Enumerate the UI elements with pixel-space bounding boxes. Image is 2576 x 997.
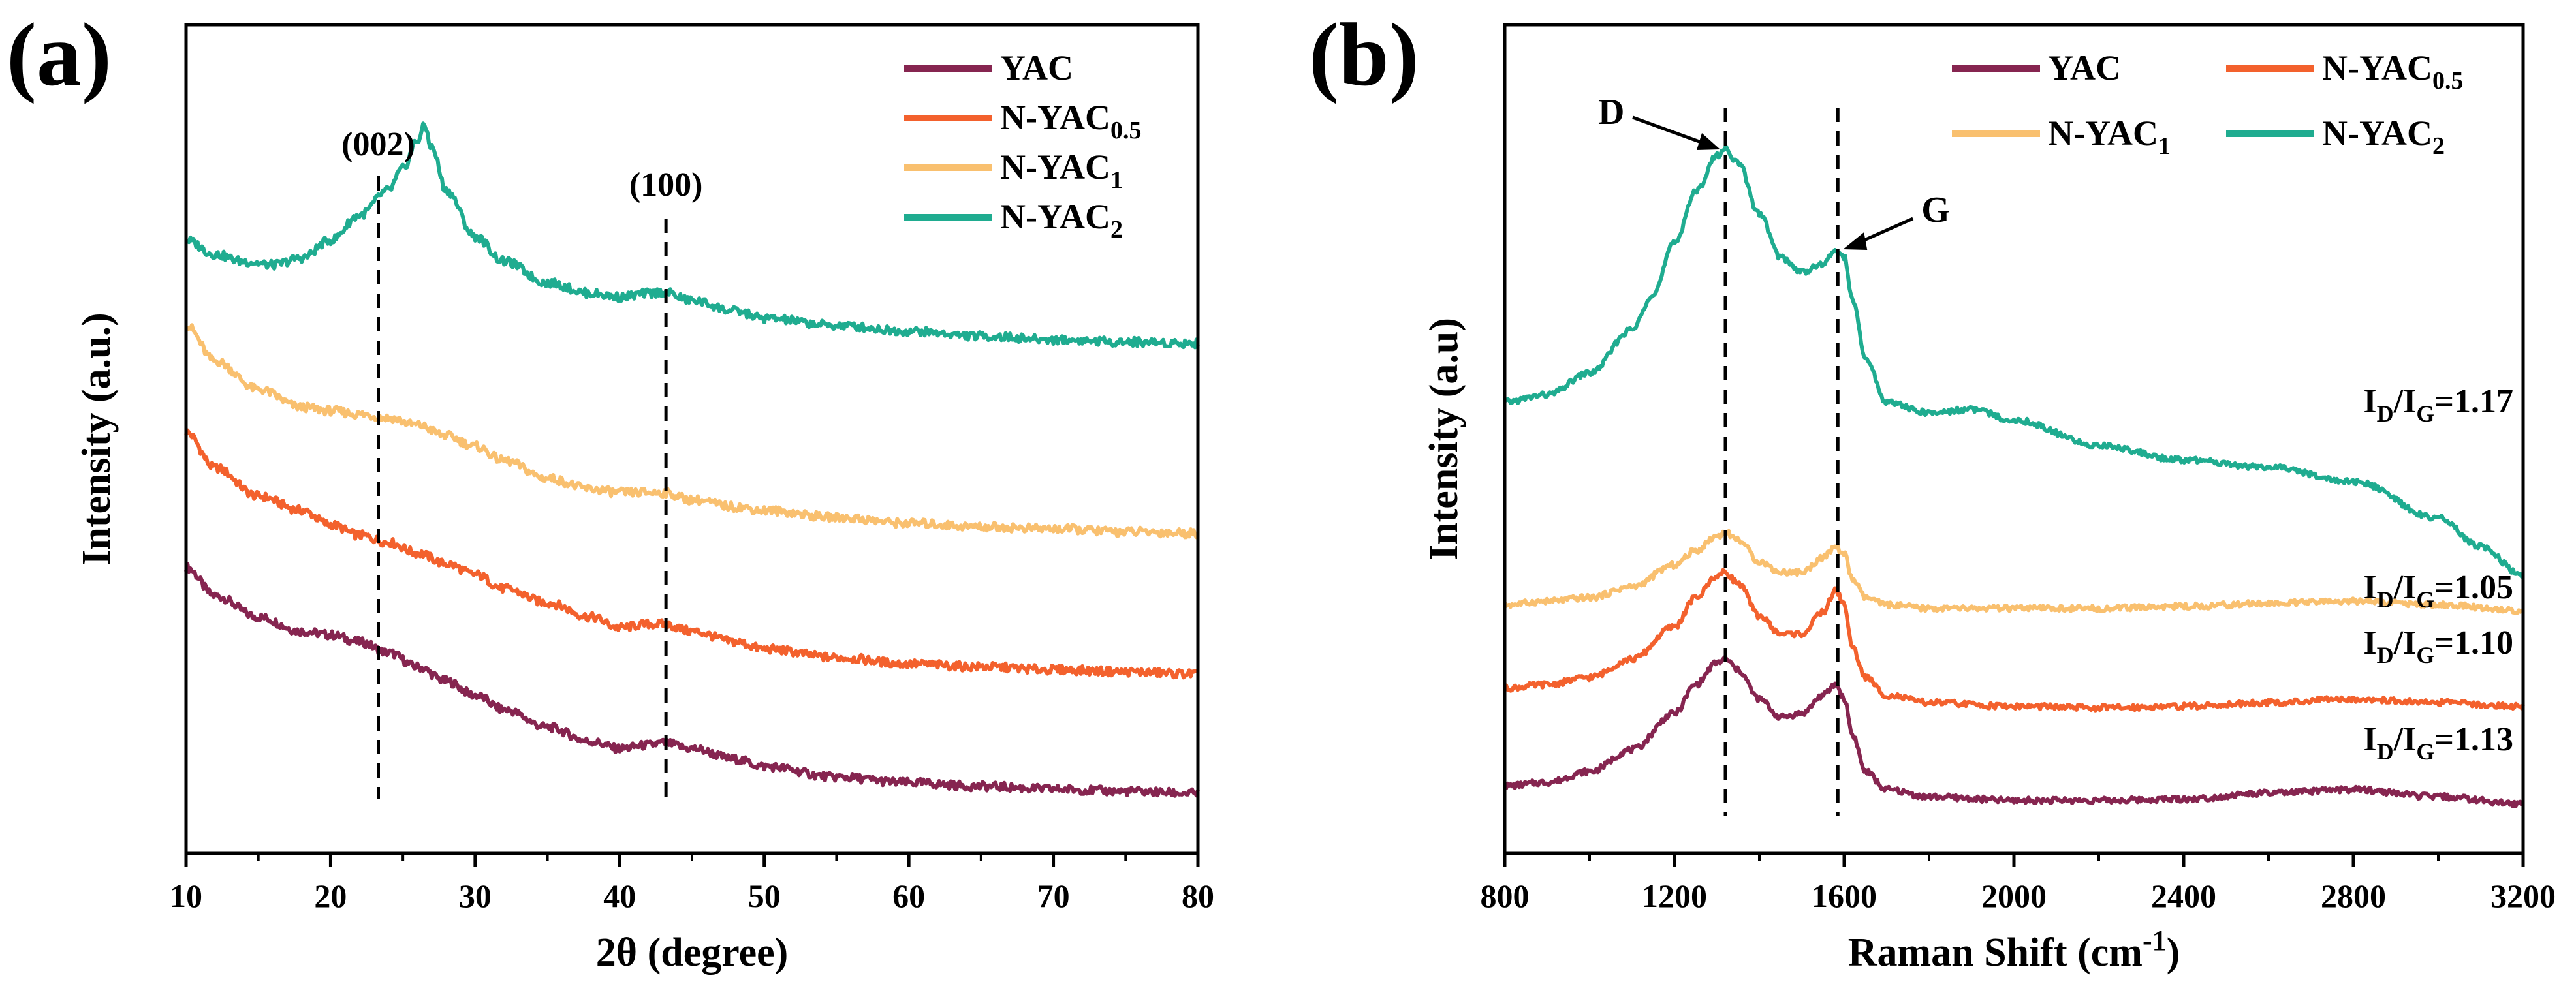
x-tick-label-70: 70 xyxy=(1037,878,1070,914)
y-axis-label-b: Intensity (a.u) xyxy=(1422,318,1466,560)
legend-label-n-yac2: N-YAC2 xyxy=(2322,114,2445,160)
series-line-n-yac0-5 xyxy=(184,428,1199,680)
peak-label-002: (002) xyxy=(341,126,415,163)
series-line-yac xyxy=(1504,655,2524,808)
arrowhead-d xyxy=(1697,133,1720,150)
legend-label-n-yac0-5: N-YAC0.5 xyxy=(1000,98,1142,144)
ratio-label-n-yac2: ID/IG=1.17 xyxy=(2363,383,2513,427)
x-axis-label-a: 2θ (degree) xyxy=(596,930,789,975)
x-tick-label-20: 20 xyxy=(314,878,347,914)
x-tick-label-1600: 1600 xyxy=(1812,878,1877,914)
series-layer-b xyxy=(1503,144,2525,808)
x-tick-label-50: 50 xyxy=(748,878,781,914)
legend-label-yac: YAC xyxy=(1000,48,1073,87)
chart-panel-b: 800 1200 1600 2000 2400 2800 3200 DG YAC N-YAC0… xyxy=(1422,23,2556,975)
legend-b: YAC N-YAC0.5 N-YAC1 N-YAC2 xyxy=(1952,48,2464,160)
annotations-b: DG xyxy=(1598,92,1950,816)
legend-label-n-yac2: N-YAC2 xyxy=(1000,197,1123,243)
legend-label-n-yac0-5: N-YAC0.5 xyxy=(2322,48,2464,95)
series-line-n-yac0-5 xyxy=(1503,568,2525,713)
x-ticks-a: 10 20 30 40 50 60 70 80 xyxy=(170,853,1214,914)
legend-label-n-yac1: N-YAC1 xyxy=(2048,114,2171,160)
ratio-labels-b: ID/IG=1.17 ID/IG=1.05 ID/IG=1.10 ID/IG=1.13 xyxy=(2363,383,2513,765)
x-tick-label-1200: 1200 xyxy=(1642,878,1707,914)
series-line-n-yac2 xyxy=(185,121,1200,350)
x-tick-label-80: 80 xyxy=(1182,878,1214,914)
x-tick-label-10: 10 xyxy=(170,878,202,914)
series-line-n-yac2 xyxy=(1504,144,2524,579)
x-tick-label-800: 800 xyxy=(1481,878,1530,914)
x-tick-label-40: 40 xyxy=(603,878,636,914)
x-tick-label-30: 30 xyxy=(459,878,492,914)
panel-label-b: (b) xyxy=(1309,5,1419,104)
peak-label-100: (100) xyxy=(629,166,703,204)
annotations-a: (002) (100) xyxy=(341,126,702,799)
series-line-n-yac1 xyxy=(1503,529,2524,615)
series-layer-a xyxy=(184,121,1200,798)
series-line-n-yac1 xyxy=(185,323,1199,540)
arrowhead-g xyxy=(1843,232,1868,250)
panel-label-a: (a) xyxy=(7,5,112,104)
peak-label-g: G xyxy=(1921,190,1950,230)
x-tick-label-2000: 2000 xyxy=(1981,878,2047,914)
x-axis-label-b: Raman Shift (cm-1) xyxy=(1848,925,2180,975)
x-tick-label-2800: 2800 xyxy=(2321,878,2386,914)
chart-panel-a: 10 20 30 40 50 60 70 80 (002)(100) YACN-YAC0.5N… xyxy=(74,23,1214,975)
peak-label-d: D xyxy=(1598,92,1624,132)
x-tick-label-60: 60 xyxy=(892,878,925,914)
ratio-label-n-yac0-5: ID/IG=1.10 xyxy=(2363,624,2513,668)
legend-label-yac: YAC xyxy=(2048,48,2121,87)
ratio-label-yac: ID/IG=1.13 xyxy=(2363,721,2513,765)
x-ticks-b: 800 1200 1600 2000 2400 2800 3200 xyxy=(1481,853,2556,914)
ratio-label-n-yac1: ID/IG=1.05 xyxy=(2363,569,2513,613)
x-tick-label-2400: 2400 xyxy=(2151,878,2216,914)
y-axis-label-a: Intensity (a.u.) xyxy=(74,313,119,566)
x-tick-label-3200: 3200 xyxy=(2490,878,2556,914)
legend-label-n-yac1: N-YAC1 xyxy=(1000,147,1123,194)
series-line-yac xyxy=(184,562,1200,798)
